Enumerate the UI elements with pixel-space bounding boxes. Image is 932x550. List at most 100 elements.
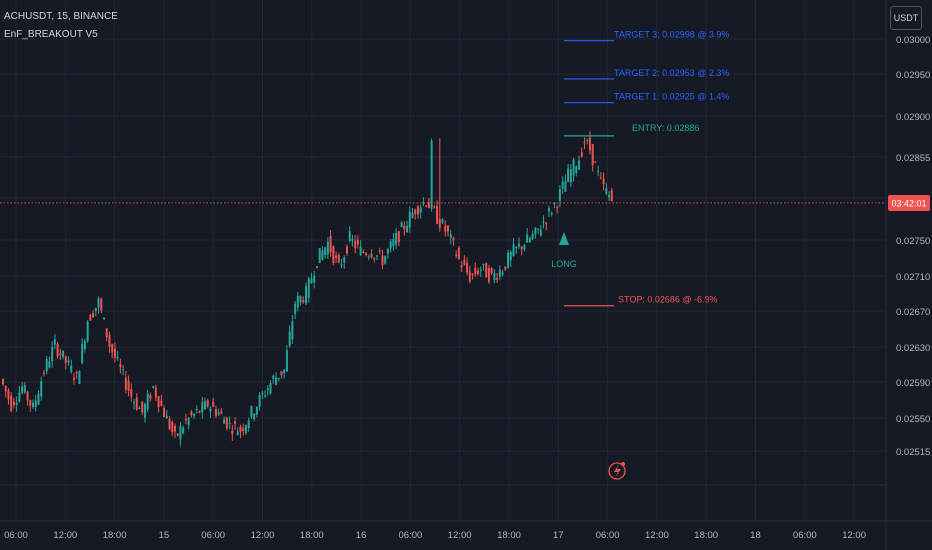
candle-body — [411, 212, 414, 218]
candle-body — [283, 369, 286, 374]
lightning-icon[interactable] — [608, 462, 626, 480]
candle-body — [427, 201, 430, 209]
candle-body — [133, 402, 136, 404]
candle-body — [193, 413, 196, 417]
candle-body — [504, 266, 507, 270]
price-axis: 0.030000.029500.029000.028550.028000.027… — [896, 35, 930, 458]
candle-body — [471, 273, 474, 275]
candle-body — [438, 218, 441, 228]
current-price-marker: 03:42:01 — [0, 194, 930, 211]
candle-body — [206, 400, 209, 407]
candle-body — [337, 254, 340, 263]
candle-body — [403, 225, 406, 230]
price-tick-label: 0.02630 — [896, 343, 930, 354]
candle-body — [569, 169, 572, 183]
candle-body — [280, 371, 283, 376]
candle-body — [294, 303, 297, 314]
candle-body — [48, 361, 51, 368]
candle-body — [7, 390, 10, 400]
candle-body — [512, 244, 515, 256]
candle-body — [539, 229, 542, 236]
candle-body — [528, 237, 531, 243]
candle-body — [277, 377, 280, 379]
candle-body — [498, 269, 501, 277]
candle-body — [266, 388, 269, 390]
price-tick-label: 0.02590 — [896, 378, 930, 389]
candle-body — [204, 400, 207, 410]
candle-body — [113, 348, 116, 358]
candle-body — [236, 431, 239, 435]
candle-body — [51, 347, 54, 362]
currency-button[interactable]: USDT — [890, 6, 922, 30]
time-tick-label: 12:00 — [842, 530, 866, 541]
candle-body — [223, 419, 226, 424]
candle-body — [122, 369, 125, 371]
candle-body — [425, 205, 428, 207]
candle-body — [59, 353, 62, 355]
candle-body — [119, 363, 122, 368]
candle-body — [324, 247, 327, 256]
candle-body — [381, 255, 384, 266]
candle-body — [490, 267, 493, 273]
symbol-title: ACHUSDT, 15, BINANCE — [4, 11, 118, 22]
candle-body — [143, 403, 146, 418]
candle-body — [485, 263, 488, 278]
price-tick-label: 0.02515 — [896, 447, 930, 458]
candle-body — [264, 395, 267, 397]
candle-body — [433, 206, 436, 208]
candle-body — [501, 272, 504, 275]
candle-body — [89, 314, 92, 321]
price-tick-label: 0.02900 — [896, 112, 930, 123]
stop-label: STOP: 0.02686 @ -6.9% — [618, 295, 718, 305]
candle-body — [10, 395, 13, 411]
candle-body — [531, 234, 534, 239]
price-tick-label: 0.02950 — [896, 70, 930, 81]
candle-body — [354, 240, 357, 249]
candle-body — [356, 239, 359, 245]
candle-body — [26, 391, 29, 401]
candle-body — [340, 264, 343, 266]
candle-body — [599, 177, 602, 179]
candle-body — [32, 402, 35, 408]
candle-body — [556, 206, 559, 208]
candle-body — [64, 356, 67, 363]
candle-body — [130, 389, 133, 397]
candle-body — [154, 387, 157, 398]
lightning-icon-glyph — [614, 464, 621, 478]
candle-body — [4, 386, 7, 392]
candle-body — [441, 219, 444, 223]
candle-body — [507, 252, 510, 268]
candle-body — [545, 222, 548, 225]
candle-body — [537, 228, 540, 230]
candle-body — [209, 408, 212, 412]
candle-body — [367, 256, 370, 258]
candle-body — [564, 181, 567, 192]
candle-body — [457, 247, 460, 259]
target-label: TARGET 3: 0.02998 @ 3.9% — [614, 30, 729, 40]
time-tick-label: 06:00 — [201, 530, 225, 541]
time-tick-label: 17 — [553, 530, 564, 541]
candle-body — [97, 298, 100, 308]
candle-body — [365, 253, 368, 256]
candle-body — [212, 401, 215, 407]
time-tick-label: 18 — [750, 530, 761, 541]
candle-body — [384, 255, 387, 264]
candle-body — [572, 159, 575, 176]
candle-body — [70, 365, 73, 372]
candle-body — [152, 386, 155, 388]
candle-body — [509, 252, 512, 261]
candle-body — [100, 299, 103, 311]
candle-body — [163, 407, 166, 418]
candle-body — [261, 393, 264, 395]
time-tick-label: 16 — [356, 530, 367, 541]
time-tick-label: 18:00 — [103, 530, 127, 541]
candle-body — [378, 250, 381, 252]
candle-body — [53, 339, 56, 345]
candle-body — [318, 247, 321, 264]
candle-body — [362, 251, 365, 253]
candle-body — [127, 380, 130, 392]
candle-body — [575, 166, 578, 173]
candle-body — [408, 212, 411, 228]
candle-body — [141, 401, 144, 413]
